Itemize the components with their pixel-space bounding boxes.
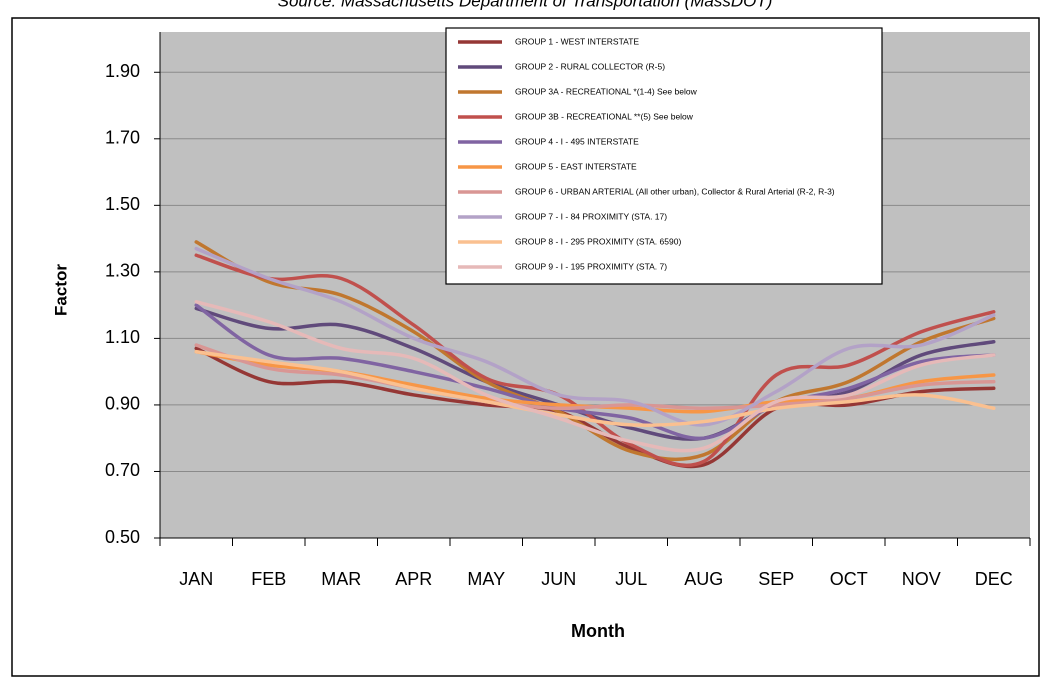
legend-label: GROUP 6 - URBAN ARTERIAL (All other urba… bbox=[515, 186, 835, 196]
chart-subtitle: Source: Massachusetts Department of Tran… bbox=[278, 0, 773, 10]
x-tick-label: MAR bbox=[321, 569, 361, 589]
series-line bbox=[194, 306, 996, 441]
x-tick-label: DEC bbox=[975, 569, 1013, 589]
series-line bbox=[194, 303, 996, 441]
legend-label: GROUP 9 - I - 195 PROXIMITY (STA. 7) bbox=[515, 261, 667, 271]
series-line bbox=[194, 246, 996, 427]
legend-label: GROUP 8 - I - 295 PROXIMITY (STA. 6590) bbox=[515, 236, 681, 246]
legend-label: GROUP 3B - RECREATIONAL **(5) See below bbox=[515, 111, 694, 121]
x-tick-label: SEP bbox=[758, 569, 794, 589]
x-tick-label: APR bbox=[395, 569, 432, 589]
y-tick-label: 0.70 bbox=[105, 460, 140, 480]
x-tick-label: JUN bbox=[541, 569, 576, 589]
series-line bbox=[194, 343, 996, 411]
legend-label: GROUP 3A - RECREATIONAL *(1-4) See below bbox=[515, 86, 698, 96]
legend bbox=[445, 27, 883, 285]
legend-label: GROUP 2 - RURAL COLLECTOR (R-5) bbox=[515, 61, 665, 71]
series-line bbox=[194, 253, 996, 468]
y-tick-label: 1.30 bbox=[105, 261, 140, 281]
legend-label: GROUP 4 - I - 495 INTERSTATE bbox=[515, 136, 639, 146]
series-line bbox=[194, 349, 996, 427]
x-tick-label: MAY bbox=[467, 569, 505, 589]
x-tick-label: FEB bbox=[251, 569, 286, 589]
series-line bbox=[194, 300, 996, 453]
x-axis-label: Month bbox=[571, 621, 625, 641]
y-tick-label: 1.10 bbox=[105, 327, 140, 347]
legend-label: GROUP 1 - WEST INTERSTATE bbox=[515, 36, 639, 46]
x-tick-label: JAN bbox=[179, 569, 213, 589]
y-tick-label: 1.90 bbox=[105, 61, 140, 81]
x-tick-label: AUG bbox=[684, 569, 723, 589]
x-tick-label: JUL bbox=[615, 569, 647, 589]
y-tick-label: 1.50 bbox=[105, 194, 140, 214]
legend-label: GROUP 5 - EAST INTERSTATE bbox=[515, 161, 637, 171]
x-tick-label: OCT bbox=[830, 569, 868, 589]
y-tick-label: 1.70 bbox=[105, 128, 140, 148]
y-tick-label: 0.90 bbox=[105, 394, 140, 414]
legend-label: GROUP 7 - I - 84 PROXIMITY (STA. 17) bbox=[515, 211, 667, 221]
y-tick-label: 0.50 bbox=[105, 527, 140, 547]
x-tick-label: NOV bbox=[902, 569, 941, 589]
y-axis-label: Factor bbox=[51, 264, 70, 316]
